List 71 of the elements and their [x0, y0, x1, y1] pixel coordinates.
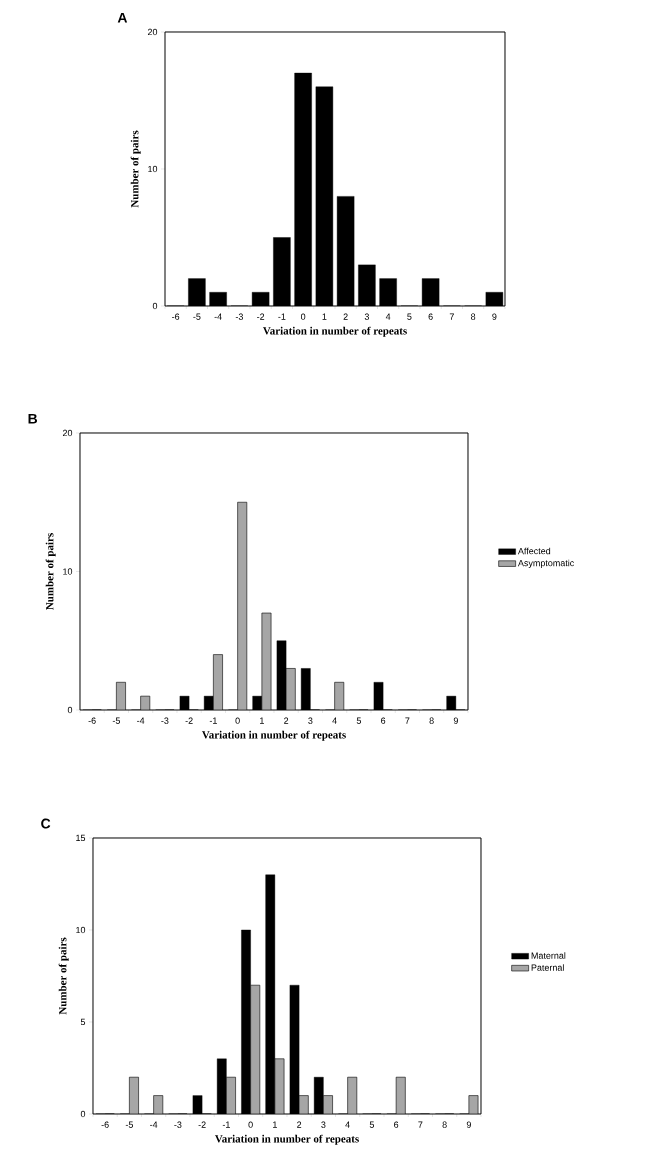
x-tick-label: 0 [300, 313, 306, 320]
x-tick-label: 4 [385, 313, 391, 320]
x-tick-label: 4 [332, 717, 337, 724]
x-tick-label: 9 [492, 313, 497, 320]
x-axis-title: Variation in number of repeats [214, 1134, 359, 1145]
x-tick-label: -6 [88, 717, 96, 724]
x-tick-label: 5 [356, 717, 361, 724]
x-tick-label: 5 [369, 1121, 374, 1128]
x-tick-label: 7 [418, 1121, 423, 1128]
x-tick-label: 1 [273, 1121, 277, 1128]
y-tick-label: 0 [152, 302, 158, 310]
x-tick-label: 2 [284, 717, 289, 724]
x-axis-title: Variation in number of repeats [201, 730, 346, 741]
x-tick-label: 4 [345, 1121, 350, 1128]
legend-label: Asymptomatic [517, 559, 575, 568]
y-tick-label: 15 [76, 834, 86, 842]
legend-label: Affected [517, 547, 551, 555]
x-tick-label: 6 [394, 1121, 399, 1128]
x-tick-label: 6 [381, 717, 386, 724]
x-tick-label: 5 [407, 313, 412, 320]
x-axis-title: Variation in number of repeats [262, 326, 407, 337]
x-tick-label: -1 [209, 717, 217, 724]
x-tick-label: 0 [235, 717, 240, 724]
y-tick-label: 0 [67, 706, 73, 714]
x-tick-label: 0 [248, 1121, 253, 1128]
x-tick-label: -5 [112, 717, 120, 724]
y-tick-label: 10 [148, 165, 158, 173]
x-tick-label: -5 [125, 1121, 133, 1128]
x-tick-label: -2 [185, 717, 193, 724]
y-tick-label: 10 [63, 568, 73, 575]
x-tick-label: 2 [343, 313, 348, 320]
x-tick-label: -3 [161, 717, 169, 724]
x-tick-label: -5 [193, 313, 201, 320]
x-tick-label: 3 [308, 717, 313, 724]
x-tick-label: 2 [297, 1121, 302, 1128]
x-tick-label: 3 [321, 1121, 326, 1128]
x-tick-label: -2 [257, 313, 265, 320]
chart-title: B [28, 413, 38, 424]
x-tick-label: 7 [449, 313, 454, 320]
chart-title: C [41, 818, 51, 829]
x-tick-label: -4 [214, 313, 222, 320]
x-tick-label: 1 [322, 313, 327, 320]
y-tick-label: 20 [62, 429, 73, 437]
x-tick-label: 6 [428, 313, 433, 320]
x-tick-label: 1 [260, 717, 264, 724]
x-tick-label: -2 [198, 1121, 206, 1128]
x-tick-label: -3 [174, 1121, 182, 1128]
y-axis-title: Number of pairs [58, 937, 69, 1015]
x-tick-label: 8 [471, 313, 476, 320]
y-axis-title: Number of pairs [130, 130, 141, 208]
x-tick-label: -1 [222, 1121, 230, 1128]
y-axis-title: Number of pairs [45, 533, 56, 610]
x-tick-label: -6 [172, 313, 180, 320]
x-tick-label: 8 [442, 1121, 447, 1128]
y-tick-label: 0 [80, 1110, 86, 1118]
x-tick-label: -4 [150, 1121, 158, 1128]
legend-label: Paternal [531, 964, 564, 971]
y-tick-label: 20 [147, 28, 158, 36]
x-tick-label: 9 [453, 717, 458, 724]
x-tick-label: -4 [137, 717, 145, 724]
chart-title: A [117, 12, 128, 23]
x-tick-label: 9 [466, 1121, 471, 1128]
x-tick-label: 3 [364, 313, 369, 320]
legend-label: Maternal [531, 952, 566, 959]
y-tick-label: 10 [76, 926, 86, 934]
x-tick-label: 7 [405, 717, 410, 724]
x-tick-label: -3 [235, 313, 243, 320]
x-tick-label: -6 [101, 1121, 109, 1128]
y-tick-label: 5 [80, 1018, 86, 1026]
x-tick-label: -1 [278, 313, 286, 320]
x-tick-label: 8 [429, 717, 434, 724]
